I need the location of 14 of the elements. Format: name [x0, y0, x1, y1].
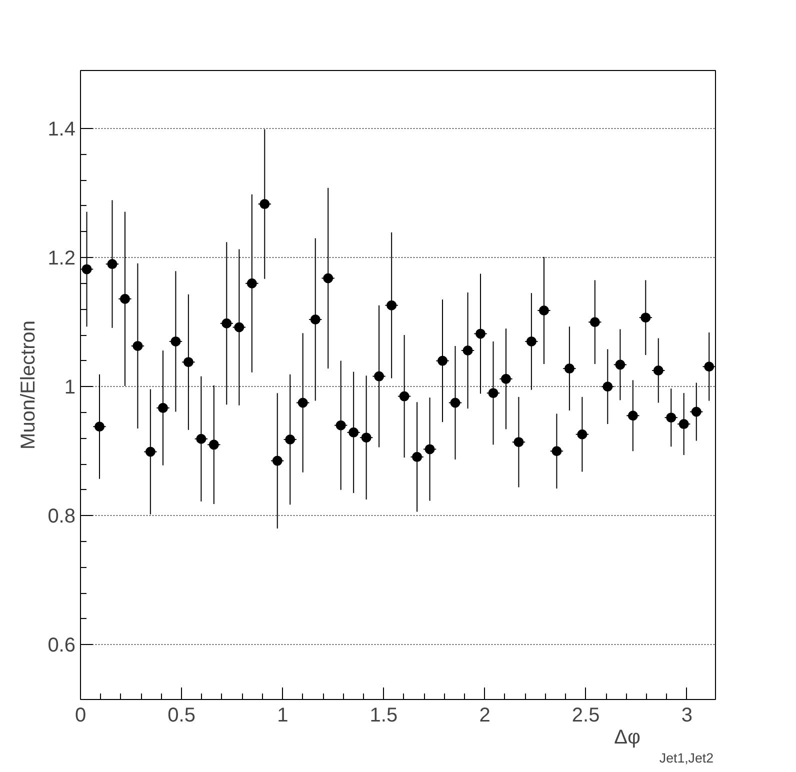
y-axis-title: Muon/Electron: [18, 320, 40, 450]
y-tick-label: 0.6: [48, 634, 76, 657]
x-tick-label: 1.5: [370, 704, 398, 726]
y-tick-label: 0.8: [48, 506, 76, 528]
x-axis-title: ΔφJet1,Jet2: [614, 726, 714, 766]
x-tick-label: 2.5: [572, 704, 600, 726]
y-tick-label: 1.4: [48, 118, 76, 141]
y-tick-label: 1.2: [48, 248, 76, 270]
x-tick-label: 0.5: [168, 704, 196, 726]
x-tick-label: 1: [277, 704, 288, 726]
x-tick-label: 0: [74, 704, 86, 726]
y-tick-label: 1: [64, 376, 76, 399]
x-tick-label: 3: [681, 704, 692, 726]
x-tick-label: 2: [479, 704, 490, 726]
